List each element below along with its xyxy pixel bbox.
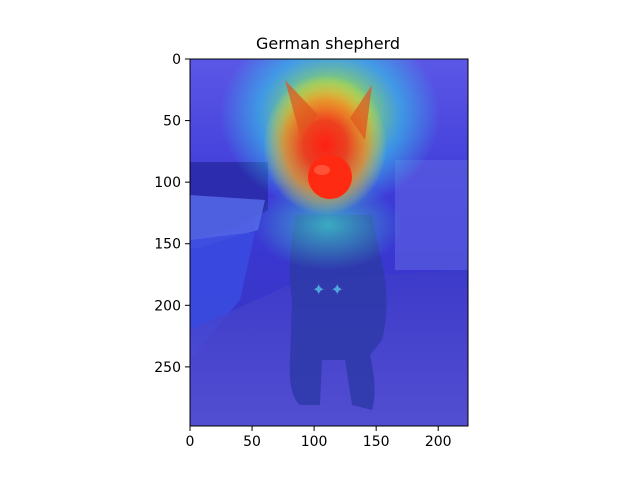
ball-in-mouth: [308, 155, 352, 199]
y-tick-label: 200: [154, 298, 181, 314]
x-tick-label: 150: [363, 434, 390, 450]
y-tick-label: 150: [154, 237, 181, 253]
x-axis: 0 50 100 150 200: [186, 426, 452, 450]
x-tick-label: 0: [186, 434, 195, 450]
y-tick-label: 100: [154, 175, 181, 191]
shirt-graphic: ✦ ✦: [312, 280, 344, 299]
y-axis: 0 50 100 150 200 250: [154, 52, 190, 376]
y-tick-label: 50: [163, 114, 181, 130]
x-tick-label: 200: [425, 434, 452, 450]
y-tick-label: 250: [154, 360, 181, 376]
x-tick-label: 100: [301, 434, 328, 450]
chart-title: German shepherd: [256, 34, 400, 53]
x-tick-label: 50: [243, 434, 261, 450]
bed-blanket: [190, 195, 265, 250]
ball-highlight: [314, 165, 330, 175]
y-tick-label: 0: [172, 52, 181, 68]
dog-left-ear: [285, 80, 318, 135]
axes-frame: [189, 58, 469, 427]
heatmap-image: ✦ ✦: [190, 59, 468, 426]
dog-right-ear: [350, 85, 372, 140]
